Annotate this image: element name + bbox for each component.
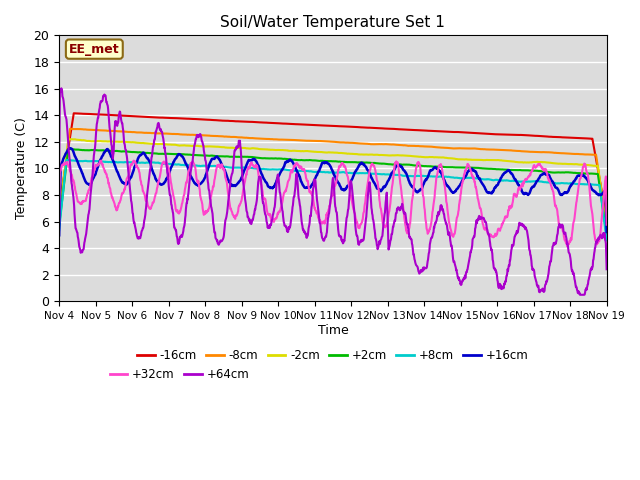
+32cm xyxy=(97,157,105,163)
Y-axis label: Temperature (C): Temperature (C) xyxy=(15,118,28,219)
+8cm xyxy=(300,168,307,174)
+2cm xyxy=(603,232,611,238)
-16cm xyxy=(300,121,307,127)
Line: -16cm: -16cm xyxy=(59,113,607,218)
+64cm xyxy=(576,292,584,298)
-2cm xyxy=(65,136,72,142)
-2cm xyxy=(120,139,128,144)
-16cm xyxy=(55,204,63,210)
+16cm xyxy=(288,158,296,164)
+16cm xyxy=(120,180,128,186)
+16cm xyxy=(98,154,106,159)
-2cm xyxy=(309,149,317,155)
+64cm xyxy=(288,211,296,217)
-8cm xyxy=(367,141,375,147)
+8cm xyxy=(120,159,128,165)
-2cm xyxy=(55,217,63,223)
+32cm xyxy=(300,167,307,172)
-16cm xyxy=(288,121,296,127)
-16cm xyxy=(367,125,375,131)
+16cm xyxy=(309,180,317,186)
+16cm xyxy=(603,229,611,235)
+2cm xyxy=(309,157,317,163)
+64cm xyxy=(120,140,128,146)
+2cm xyxy=(65,146,72,152)
Line: +2cm: +2cm xyxy=(59,149,607,235)
-2cm xyxy=(603,228,611,234)
-2cm xyxy=(98,138,106,144)
Title: Soil/Water Temperature Set 1: Soil/Water Temperature Set 1 xyxy=(220,15,445,30)
-8cm xyxy=(309,138,317,144)
+32cm xyxy=(288,168,296,174)
+8cm xyxy=(63,157,70,163)
-2cm xyxy=(288,148,296,154)
+8cm xyxy=(98,159,106,165)
-8cm xyxy=(67,126,74,132)
+64cm xyxy=(300,227,307,233)
-8cm xyxy=(120,129,128,134)
-8cm xyxy=(300,138,307,144)
X-axis label: Time: Time xyxy=(317,324,348,337)
Line: -2cm: -2cm xyxy=(59,139,607,231)
-16cm xyxy=(309,122,317,128)
Text: EE_met: EE_met xyxy=(69,43,120,56)
-2cm xyxy=(367,152,375,157)
+8cm xyxy=(55,227,63,233)
+64cm xyxy=(55,169,63,175)
+64cm xyxy=(98,98,106,104)
-2cm xyxy=(300,148,307,154)
-8cm xyxy=(98,128,106,133)
+2cm xyxy=(288,156,296,162)
Line: -8cm: -8cm xyxy=(59,129,607,226)
+8cm xyxy=(603,238,611,243)
+8cm xyxy=(367,171,375,177)
+2cm xyxy=(55,222,63,228)
+32cm xyxy=(55,219,63,225)
Line: +8cm: +8cm xyxy=(59,160,607,240)
Line: +16cm: +16cm xyxy=(59,148,607,235)
+64cm xyxy=(367,198,375,204)
+16cm xyxy=(67,145,74,151)
+32cm xyxy=(563,243,571,249)
-8cm xyxy=(603,223,611,228)
+32cm xyxy=(309,195,317,201)
+32cm xyxy=(98,161,106,167)
+16cm xyxy=(300,182,307,188)
+2cm xyxy=(367,160,375,166)
+64cm xyxy=(309,187,317,192)
+16cm xyxy=(55,232,63,238)
-16cm xyxy=(603,216,611,221)
+8cm xyxy=(309,169,317,175)
+2cm xyxy=(120,148,128,154)
Line: +32cm: +32cm xyxy=(59,160,607,246)
Line: +64cm: +64cm xyxy=(59,88,607,295)
+2cm xyxy=(98,147,106,153)
-16cm xyxy=(98,112,106,118)
Legend: +32cm, +64cm: +32cm, +64cm xyxy=(105,363,254,385)
+32cm xyxy=(120,187,128,193)
+8cm xyxy=(288,168,296,174)
+64cm xyxy=(603,266,611,272)
-8cm xyxy=(55,212,63,218)
+16cm xyxy=(367,174,375,180)
-16cm xyxy=(70,110,77,116)
+32cm xyxy=(367,163,375,169)
+2cm xyxy=(300,157,307,163)
-16cm xyxy=(120,113,128,119)
+32cm xyxy=(603,222,611,228)
-8cm xyxy=(288,137,296,143)
+64cm xyxy=(58,85,65,91)
